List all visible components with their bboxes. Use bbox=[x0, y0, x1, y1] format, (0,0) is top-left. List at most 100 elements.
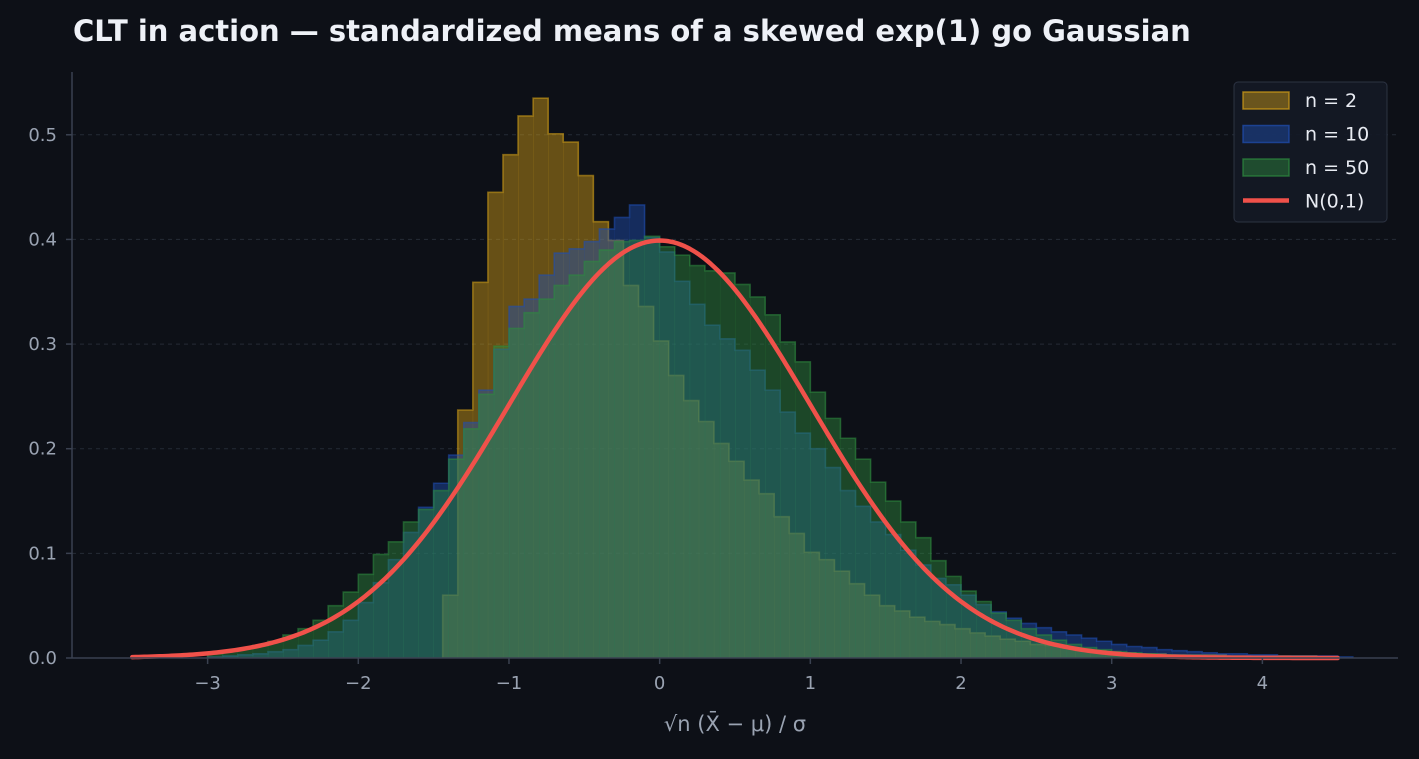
histogram-bar bbox=[668, 375, 685, 658]
histogram-bar bbox=[614, 217, 630, 659]
histogram-bar bbox=[343, 620, 359, 658]
histogram-bar bbox=[780, 412, 796, 658]
histogram-bar bbox=[894, 610, 911, 658]
histogram-bar bbox=[403, 532, 419, 658]
histogram-bar bbox=[855, 506, 871, 658]
histogram-bar bbox=[819, 559, 835, 658]
histogram-bar bbox=[463, 428, 480, 658]
histogram-bar bbox=[1006, 620, 1022, 658]
histogram-bar bbox=[508, 328, 525, 658]
histogram-bar bbox=[1015, 641, 1031, 658]
x-tick-label: −2 bbox=[345, 673, 372, 694]
histogram-bar bbox=[1075, 649, 1091, 658]
histogram-bar bbox=[518, 115, 534, 658]
histogram-bar bbox=[569, 248, 585, 658]
histogram-bar bbox=[1030, 644, 1046, 658]
x-axis-label: √n (X̄ − μ) / σ bbox=[664, 711, 806, 736]
histogram-bar bbox=[659, 251, 676, 658]
histogram-bar bbox=[584, 241, 600, 658]
y-tick-label: 0.0 bbox=[28, 648, 57, 669]
histogram-bar bbox=[653, 340, 669, 658]
histogram-bar bbox=[855, 459, 871, 658]
histogram-bar bbox=[698, 421, 715, 658]
histogram-bar bbox=[970, 632, 986, 658]
histogram-bar bbox=[945, 584, 962, 658]
y-tick-label: 0.5 bbox=[28, 125, 57, 146]
legend-swatch bbox=[1242, 91, 1290, 110]
histogram-bar bbox=[629, 240, 645, 658]
x-tick-label: 0 bbox=[654, 673, 665, 694]
legend-label: N(0,1) bbox=[1305, 191, 1364, 213]
y-tick-label: 0.2 bbox=[28, 439, 57, 460]
histogram-bar bbox=[644, 237, 660, 659]
histogram-bar bbox=[298, 645, 314, 658]
histogram-bar bbox=[252, 653, 269, 658]
axes-layer: −3 −2 −1 0 1 2 3 4 0.0 0.1 0.2 0.3 0.4 0.5 √n (X̄ − μ)… bbox=[28, 72, 1398, 736]
histogram-bar bbox=[735, 350, 751, 658]
histogram-bar bbox=[554, 285, 570, 658]
histogram-bar bbox=[1090, 650, 1106, 658]
histogram-bar bbox=[1060, 647, 1076, 658]
histogram-bar bbox=[795, 361, 811, 658]
y-tick-label: 0.4 bbox=[28, 229, 57, 250]
histogram-bar bbox=[759, 493, 775, 658]
x-tick-label: 3 bbox=[1106, 673, 1117, 694]
x-tick-label: −1 bbox=[496, 673, 523, 694]
x-tick-label: 1 bbox=[805, 673, 816, 694]
histogram-bar bbox=[825, 418, 841, 658]
histogram-bar bbox=[744, 480, 760, 658]
histogram-bar bbox=[1171, 650, 1188, 658]
histogram-bar bbox=[689, 304, 706, 658]
histogram-bar bbox=[1000, 639, 1016, 658]
histogram-bar bbox=[954, 628, 971, 658]
histogram-bar bbox=[1156, 649, 1173, 658]
histogram-bar bbox=[493, 346, 510, 658]
histogram-bar bbox=[810, 448, 826, 658]
histogram-bar bbox=[388, 559, 404, 658]
histogram-bar bbox=[750, 370, 766, 658]
histogram-outline bbox=[206, 204, 1354, 658]
histogram-bar bbox=[373, 582, 389, 658]
histogram-bar bbox=[728, 461, 745, 658]
histogram-bar bbox=[313, 640, 329, 658]
grid-layer bbox=[72, 134, 1398, 554]
histogram-bar bbox=[433, 490, 450, 658]
histogram-bar bbox=[1187, 651, 1203, 658]
histogram-bar bbox=[584, 261, 600, 658]
legend: n = 2 n = 10 n = 50 N(0,1) bbox=[1233, 81, 1388, 223]
histogram-bar bbox=[328, 631, 344, 658]
histogram-bar bbox=[735, 284, 751, 658]
histogram-bar bbox=[463, 422, 480, 658]
histogram-bar bbox=[629, 204, 645, 658]
histogram-bar bbox=[834, 571, 850, 658]
histogram-bar bbox=[267, 641, 284, 658]
histogram-bar bbox=[704, 270, 721, 658]
y-tick-label: 0.3 bbox=[28, 334, 57, 355]
histogram-bar bbox=[774, 516, 790, 658]
histogram-bar bbox=[840, 438, 856, 658]
histogram-bar bbox=[599, 249, 615, 658]
histogram-bar bbox=[930, 578, 947, 658]
histogram-bar bbox=[939, 624, 956, 658]
y-tick-label: 0.1 bbox=[28, 543, 57, 564]
histogram-bar bbox=[593, 221, 609, 658]
histogram-bar bbox=[433, 483, 450, 658]
histogram-bar bbox=[915, 564, 932, 658]
histogram-bar bbox=[578, 175, 594, 658]
histogram-bar bbox=[599, 228, 615, 658]
histogram-bar bbox=[548, 133, 564, 659]
histogram-bar bbox=[644, 236, 660, 658]
histogram-bar bbox=[789, 533, 805, 658]
histogram-bar bbox=[915, 537, 932, 658]
histogram-series bbox=[206, 235, 1188, 658]
histogram-bar bbox=[1021, 623, 1037, 658]
legend-box bbox=[1233, 81, 1388, 223]
histogram-bar bbox=[909, 617, 926, 658]
histogram-bar bbox=[608, 240, 624, 658]
histogram-bar bbox=[659, 246, 676, 658]
histogram-bar bbox=[533, 98, 549, 659]
histogram-bar bbox=[448, 459, 465, 658]
legend-label: n = 2 bbox=[1305, 90, 1357, 112]
histogram-bar bbox=[840, 490, 856, 658]
